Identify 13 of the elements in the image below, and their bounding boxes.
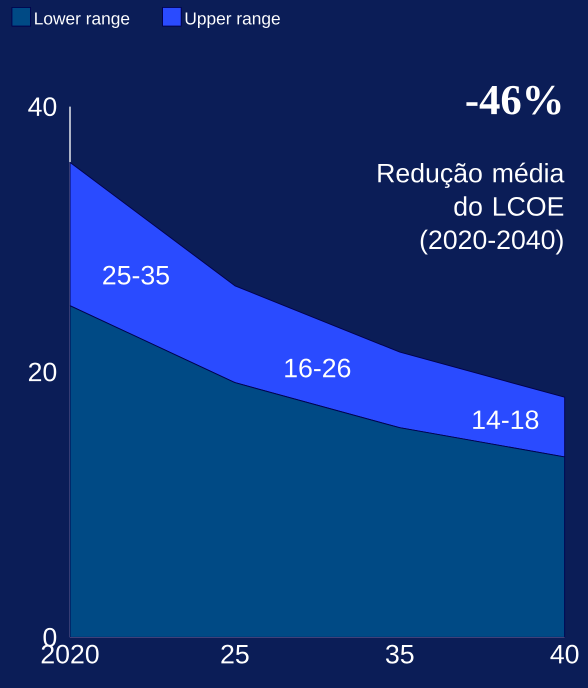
annotation: -46% [466,86,560,115]
legend-label: Upper range [186,12,280,28]
y-tick-label: 40 [28,97,56,116]
annotation: 14-18 [473,410,538,430]
annotation: 25-35 [103,266,169,285]
x-tick-label: 2020 [42,644,99,664]
y-tick-label: 20 [28,362,56,382]
x-tick-label: 35 [386,644,414,664]
legend-label: Lower range [35,12,130,28]
x-tick-label: 40 [550,644,578,664]
x-tick-label: 25 [221,644,249,664]
annotation: 16-26 [285,358,350,378]
annotation: Redução média do LCOE (2020-2040) [378,162,564,254]
